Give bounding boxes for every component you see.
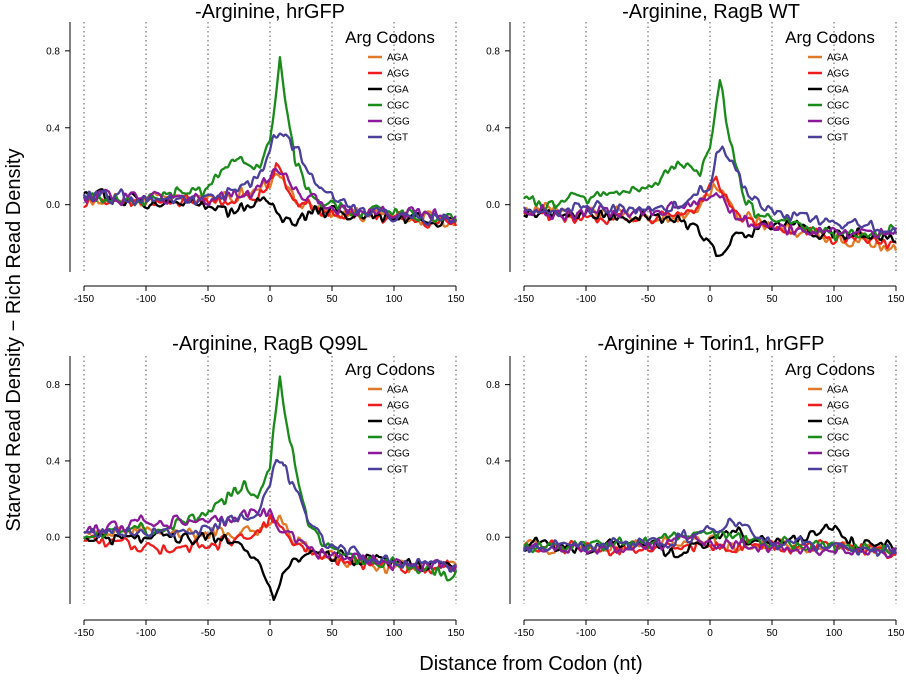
x-tick-label: 0: [267, 628, 273, 639]
series-line-cgt: [522, 517, 898, 557]
panel-title: -Arginine, RagB WT: [622, 1, 800, 23]
y-tick-label: 0.8: [486, 380, 500, 391]
x-tick-label: 0: [707, 294, 713, 305]
y-tick-label: 0.8: [46, 46, 60, 57]
series-line-cgg: [83, 507, 458, 573]
panel-title: -Arginine, RagB Q99L: [172, 333, 368, 355]
legend-label-cgg: CGG: [827, 449, 850, 460]
panel-2: -Arginine, RagB WT -150 -100 -50 0 50 100 150 0.…: [486, 1, 905, 305]
x-tick-label: -100: [136, 294, 156, 305]
legend-label-cgt: CGT: [827, 465, 848, 476]
x-tick-label: 100: [386, 628, 403, 639]
x-axis-title: Distance from Codon (nt): [419, 653, 642, 675]
y-tick-label: 0.8: [486, 46, 500, 57]
y-tick-label: 0.0: [486, 533, 500, 544]
y-tick-label: 0.0: [486, 200, 500, 211]
legend-label-aga: AGA: [827, 385, 848, 396]
legend: Arg Codons AGA AGG CGA CGC CGG CGT: [785, 28, 875, 144]
series-line-cgc: [83, 375, 458, 582]
legend-label-cgg: CGG: [387, 449, 410, 460]
x-tick-label: 0: [707, 628, 713, 639]
y-axis-title: Starved Read Density − Rich Read Density: [3, 149, 25, 532]
legend-label-cgt: CGT: [387, 465, 408, 476]
legend-title: Arg Codons: [785, 360, 875, 379]
x-tick-label: -150: [74, 294, 94, 305]
legend-label-cga: CGA: [387, 417, 409, 428]
y-tick-label: 0.4: [486, 456, 500, 467]
x-tick-label: -50: [201, 628, 216, 639]
x-tick-label: 50: [766, 294, 778, 305]
panel-title: -Arginine, hrGFP: [195, 1, 345, 23]
series-line-cgg: [523, 192, 898, 240]
legend-label-cgc: CGC: [387, 433, 409, 444]
x-tick-label: 50: [766, 628, 778, 639]
panel-1: -Arginine, hrGFP -150 -100 -50 0 50 100 150 0.0 0…: [46, 1, 465, 305]
series-line-cgc: [523, 79, 898, 242]
series-line-cga: [83, 188, 457, 228]
x-tick-label: 100: [386, 294, 403, 305]
legend-label-agg: AGG: [387, 401, 409, 412]
x-tick-label: 150: [448, 628, 465, 639]
x-tick-label: 150: [888, 294, 905, 305]
legend-label-aga: AGA: [387, 53, 408, 64]
y-tick-label: 0.4: [46, 123, 60, 134]
x-tick-label: 100: [826, 294, 843, 305]
x-tick-label: -150: [514, 294, 534, 305]
series-line-cgt: [522, 145, 898, 234]
x-tick-label: -50: [641, 628, 656, 639]
legend-label-cgt: CGT: [387, 133, 408, 144]
legend: Arg Codons AGA AGG CGA CGC CGG CGT: [345, 28, 435, 144]
legend-label-cgg: CGG: [827, 117, 850, 128]
legend-title: Arg Codons: [785, 28, 875, 47]
x-tick-label: 50: [326, 294, 338, 305]
x-tick-label: 150: [448, 294, 465, 305]
series-line-cgt: [83, 459, 457, 573]
legend-label-cgg: CGG: [387, 117, 410, 128]
y-tick-label: 0.0: [46, 533, 60, 544]
legend-label-cgc: CGC: [827, 101, 849, 112]
y-tick-label: 0.8: [46, 380, 60, 391]
x-tick-label: 50: [326, 628, 338, 639]
legend-title: Arg Codons: [345, 360, 435, 379]
x-tick-label: 0: [267, 294, 273, 305]
legend-label-agg: AGG: [387, 69, 409, 80]
panel-3: -Arginine, RagB Q99L -150 -100 -50 0 50 100 150…: [46, 333, 465, 639]
legend-label-cgc: CGC: [387, 101, 409, 112]
panel-title: -Arginine + Torin1, hrGFP: [598, 333, 825, 355]
x-tick-label: -100: [576, 628, 596, 639]
x-tick-label: -100: [136, 628, 156, 639]
legend-label-agg: AGG: [827, 401, 849, 412]
x-tick-label: -50: [641, 294, 656, 305]
series-line-cgt: [82, 132, 457, 227]
legend-label-agg: AGG: [827, 69, 849, 80]
legend-label-aga: AGA: [387, 385, 408, 396]
x-tick-label: 150: [888, 628, 905, 639]
x-tick-label: -150: [514, 628, 534, 639]
legend-label-cgc: CGC: [827, 433, 849, 444]
y-tick-label: 0.4: [46, 456, 60, 467]
legend: Arg Codons AGA AGG CGA CGC CGG CGT: [785, 360, 875, 476]
legend-title: Arg Codons: [345, 28, 435, 47]
y-tick-label: 0.4: [486, 123, 500, 134]
legend-label-cga: CGA: [827, 417, 849, 428]
legend-label-cga: CGA: [827, 85, 849, 96]
legend-label-cgt: CGT: [827, 133, 848, 144]
legend-label-aga: AGA: [827, 53, 848, 64]
legend: Arg Codons AGA AGG CGA CGC CGG CGT: [345, 360, 435, 476]
x-tick-label: -150: [74, 628, 94, 639]
y-tick-label: 0.0: [46, 200, 60, 211]
x-tick-label: 100: [826, 628, 843, 639]
x-tick-label: -100: [576, 294, 596, 305]
x-tick-label: -50: [201, 294, 216, 305]
panel-4: -Arginine + Torin1, hrGFP -150 -100 -50 0 50 1…: [486, 333, 905, 639]
legend-label-cga: CGA: [387, 85, 409, 96]
